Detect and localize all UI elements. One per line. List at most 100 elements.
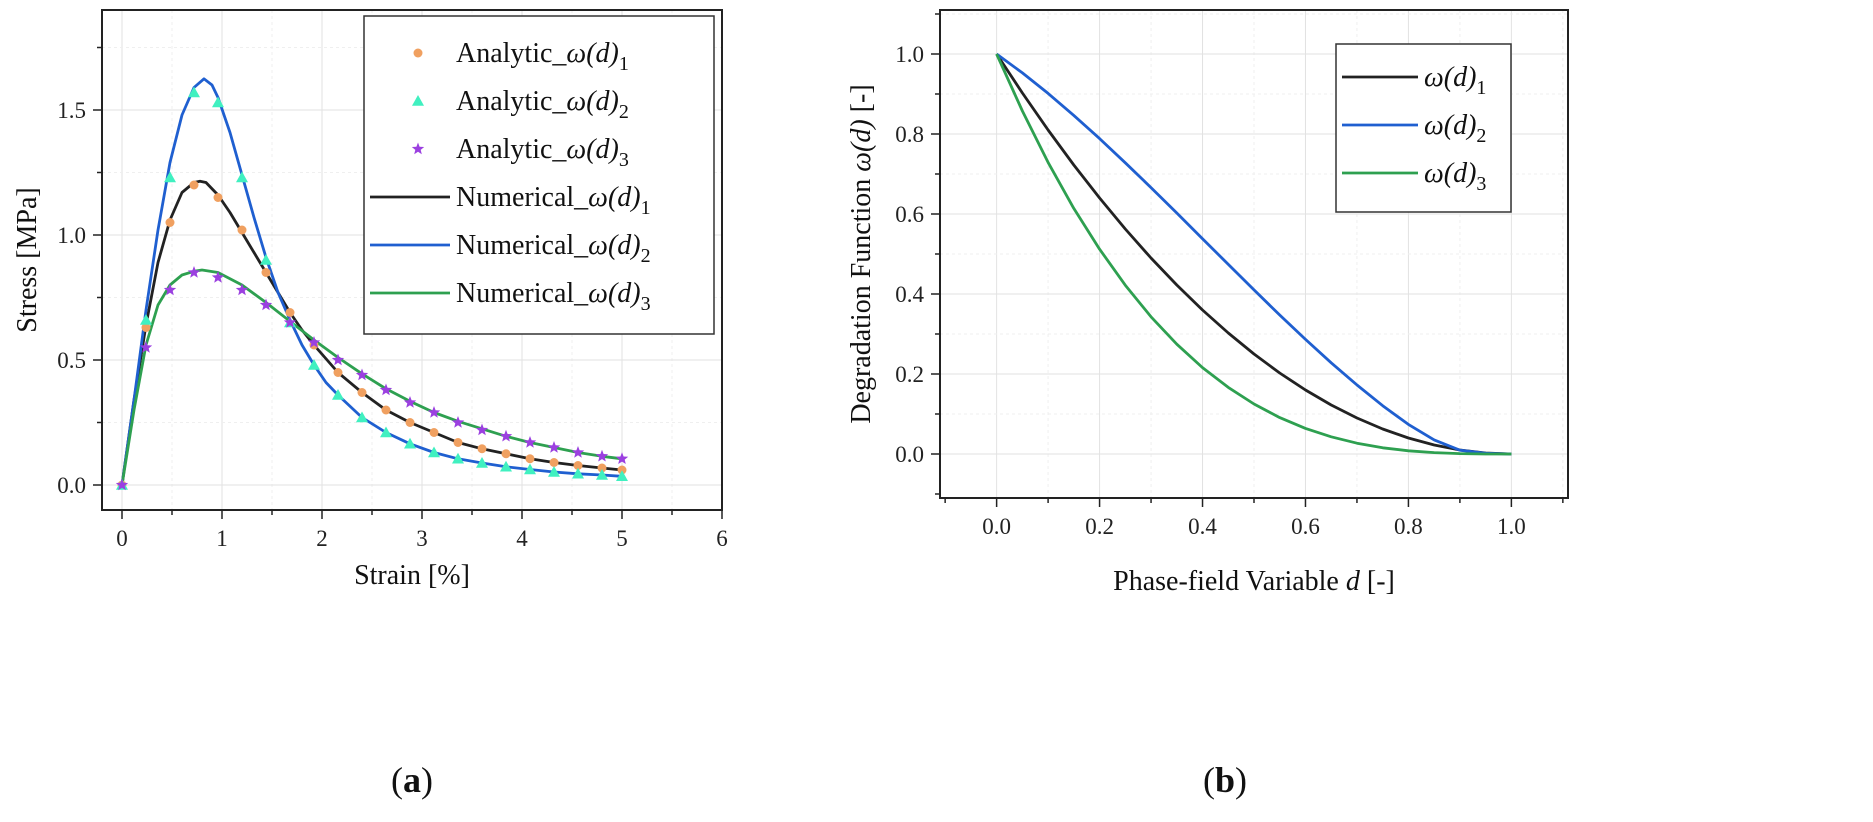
chart-a-point xyxy=(451,416,465,428)
chart-b-xtick-label: 0.6 xyxy=(1291,514,1320,539)
chart-b-legend: ω(d)1ω(d)2ω(d)3 xyxy=(1335,43,1512,213)
chart-a-legend-item: Numerical_ω(d)2 xyxy=(370,230,651,267)
chart-a-series-line xyxy=(120,77,623,486)
chart-a-point xyxy=(573,461,583,470)
chart-b-series-1 xyxy=(995,53,1512,456)
chart-a-point xyxy=(379,383,393,396)
chart-a-point xyxy=(595,449,609,462)
chart-a-legend: Analytic_ω(d)1Analytic_ω(d)2Analytic_ω(d… xyxy=(363,15,715,335)
chart-a-legend-marker xyxy=(412,95,424,106)
chart-a-legend-item: Analytic_ω(d)1 xyxy=(413,38,629,75)
chart-a-legend-box xyxy=(363,15,715,335)
chart-a-point xyxy=(403,396,417,408)
chart-b-legend-func: ω(d) xyxy=(1424,158,1476,189)
chart-b-xtick-label: 0.8 xyxy=(1394,514,1423,539)
chart-a-legend-func: ω(d) xyxy=(588,278,640,309)
chart-a-point xyxy=(333,368,343,377)
chart-a-legend-prefix: Numerical_ xyxy=(456,182,589,213)
chart-b-series xyxy=(995,52,1512,456)
chart-b-xtick-label: 1.0 xyxy=(1497,514,1526,539)
chart-a-legend-sub: 1 xyxy=(619,53,629,75)
chart-a-point xyxy=(187,266,201,278)
chart-a-legend-label: Numerical_ω(d)1 xyxy=(456,182,651,219)
chart-b-ytick-label: 0.0 xyxy=(895,442,924,467)
chart-b-ylabel: Degradation Function ω(d) [-] xyxy=(846,84,877,423)
chart-a-point xyxy=(617,465,627,475)
chart-a-point xyxy=(548,466,560,477)
chart-b-legend-label: ω(d)3 xyxy=(1424,158,1486,195)
chart-b-xlabel: Phase-field Variable d [-] xyxy=(1113,566,1395,597)
chart-a-legend-sub: 1 xyxy=(641,197,651,219)
chart-b-ytick-label: 0.8 xyxy=(895,122,924,147)
chart-b-xlabel-text: Phase-field Variable xyxy=(1113,566,1346,597)
chart-a-legend-item: Numerical_ω(d)3 xyxy=(370,278,651,315)
chart-a-legend-marker xyxy=(413,48,423,58)
chart-a-legend-label: Analytic_ω(d)2 xyxy=(456,86,629,123)
chart-b-legend-box xyxy=(1335,43,1512,213)
chart-a-xtick-label: 3 xyxy=(416,526,428,551)
chart-a-legend-prefix: Numerical_ xyxy=(456,230,589,261)
chart-b-series-line xyxy=(995,53,1512,456)
chart-b-series-2 xyxy=(995,52,1512,456)
chart-b-legend-func: ω(d) xyxy=(1424,110,1476,141)
chart-a-point xyxy=(547,441,561,453)
chart-a-point xyxy=(308,359,320,370)
chart-a-point xyxy=(525,454,535,464)
chart-a-legend-label: Analytic_ω(d)1 xyxy=(456,38,629,75)
chart-a-legend-sub: 3 xyxy=(641,293,651,315)
chart-a-point xyxy=(261,268,271,277)
chart-a-xlabel: Strain [%] xyxy=(354,560,470,591)
chart-a-xtick-label: 1 xyxy=(216,526,228,551)
chart-a-frame xyxy=(101,9,723,511)
chart-a: 0 1 2 3 4 5 6 0.0 0.5 1.0 1.5 Strain [%] Stress [M… xyxy=(12,9,728,800)
chart-a-point xyxy=(356,411,368,423)
chart-b-series-3 xyxy=(995,53,1512,456)
chart-a-point xyxy=(307,336,321,348)
chart-b-xlabel-unit: [-] xyxy=(1360,566,1395,597)
chart-a-ytick-label: 1.5 xyxy=(57,98,86,123)
chart-a-point xyxy=(355,368,369,381)
chart-a-point xyxy=(139,341,153,353)
chart-a-point xyxy=(475,423,489,436)
chart-a-point xyxy=(115,478,129,491)
chart-a-ytick-label: 0.0 xyxy=(57,473,86,498)
chart-a-point xyxy=(213,193,223,202)
chart-a-ytick-label: 0.5 xyxy=(57,348,86,373)
chart-b-legend-item: ω(d)2 xyxy=(1342,110,1486,147)
chart-a-legend-label: Numerical_ω(d)2 xyxy=(456,230,651,267)
chart-b-legend-item: ω(d)3 xyxy=(1342,158,1486,195)
chart-a-series-1 xyxy=(117,180,627,490)
chart-a-point xyxy=(429,428,439,437)
chart-b-ticks: 0.0 0.2 0.4 0.6 0.8 1.0 0.0 0.2 0.4 0.6 0.8 1.0 xyxy=(895,13,1564,539)
chart-a-series-5 xyxy=(120,77,623,486)
chart-a-legend-prefix: Analytic_ xyxy=(456,38,567,69)
chart-a-point xyxy=(616,470,628,482)
chart-a-ylabel: Stress [MPa] xyxy=(12,187,43,332)
chart-a-point xyxy=(524,463,536,475)
chart-a-point xyxy=(357,388,367,397)
chart-a-xtick-label: 0 xyxy=(116,526,128,551)
chart-a-point xyxy=(260,254,272,265)
chart-a-ticks: 0 1 2 3 4 5 6 0.0 0.5 1.0 1.5 xyxy=(57,46,728,551)
chart-b-ylabel-var: ω(d) xyxy=(846,119,877,171)
chart-b-ylabel-unit: [-] xyxy=(846,84,877,119)
chart-b-ytick-label: 0.2 xyxy=(895,362,924,387)
chart-a-xtick-label: 2 xyxy=(316,526,328,551)
chart-b-legend-sub: 3 xyxy=(1476,173,1486,195)
chart-a-point xyxy=(404,437,416,449)
chart-a-panel-label: (a) xyxy=(391,760,433,800)
chart-a-point xyxy=(285,308,295,317)
chart-a-legend-sub: 3 xyxy=(619,149,629,171)
chart-a-legend-func: ω(d) xyxy=(566,38,618,69)
chart-a-point xyxy=(381,405,391,415)
chart-a-legend-item: Numerical_ω(d)1 xyxy=(370,182,651,219)
chart-b: 0.0 0.2 0.4 0.6 0.8 1.0 0.0 0.2 0.4 0.6 0.8 1.0 Pha… xyxy=(846,9,1569,800)
chart-b-series-line xyxy=(995,52,1512,456)
chart-a-point xyxy=(452,452,464,464)
chart-b-xlabel-var: d xyxy=(1346,566,1361,597)
chart-a-point xyxy=(164,171,176,183)
chart-a-point xyxy=(212,96,224,108)
chart-a-point xyxy=(405,418,415,427)
chart-b-ytick-label: 1.0 xyxy=(895,42,924,67)
chart-a-point xyxy=(428,446,440,458)
